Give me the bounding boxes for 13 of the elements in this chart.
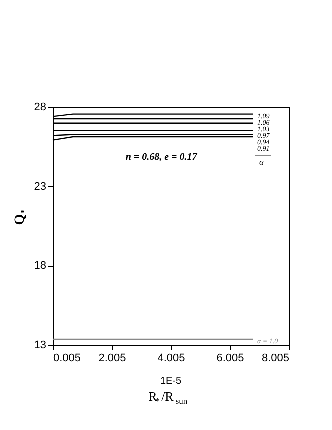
- y-tick-label: 18: [34, 260, 46, 272]
- x-tick-label: 2.005: [98, 352, 126, 364]
- x-tick-label: 0.005: [54, 352, 82, 364]
- y-tick-label: 13: [34, 340, 46, 352]
- y-tick-label: 28: [34, 102, 46, 114]
- text: 1E-5: [160, 376, 182, 387]
- y-tick-label: 23: [34, 180, 46, 193]
- y-axis-title: Q*: [13, 209, 30, 226]
- x-tick-label: 4.005: [158, 352, 186, 364]
- legend-title: α: [259, 158, 264, 167]
- annotation: n = 0.68, e = 0.17: [126, 152, 198, 163]
- x-tick-label: 6.005: [216, 352, 244, 364]
- x-tick-label: 8.005: [262, 352, 290, 364]
